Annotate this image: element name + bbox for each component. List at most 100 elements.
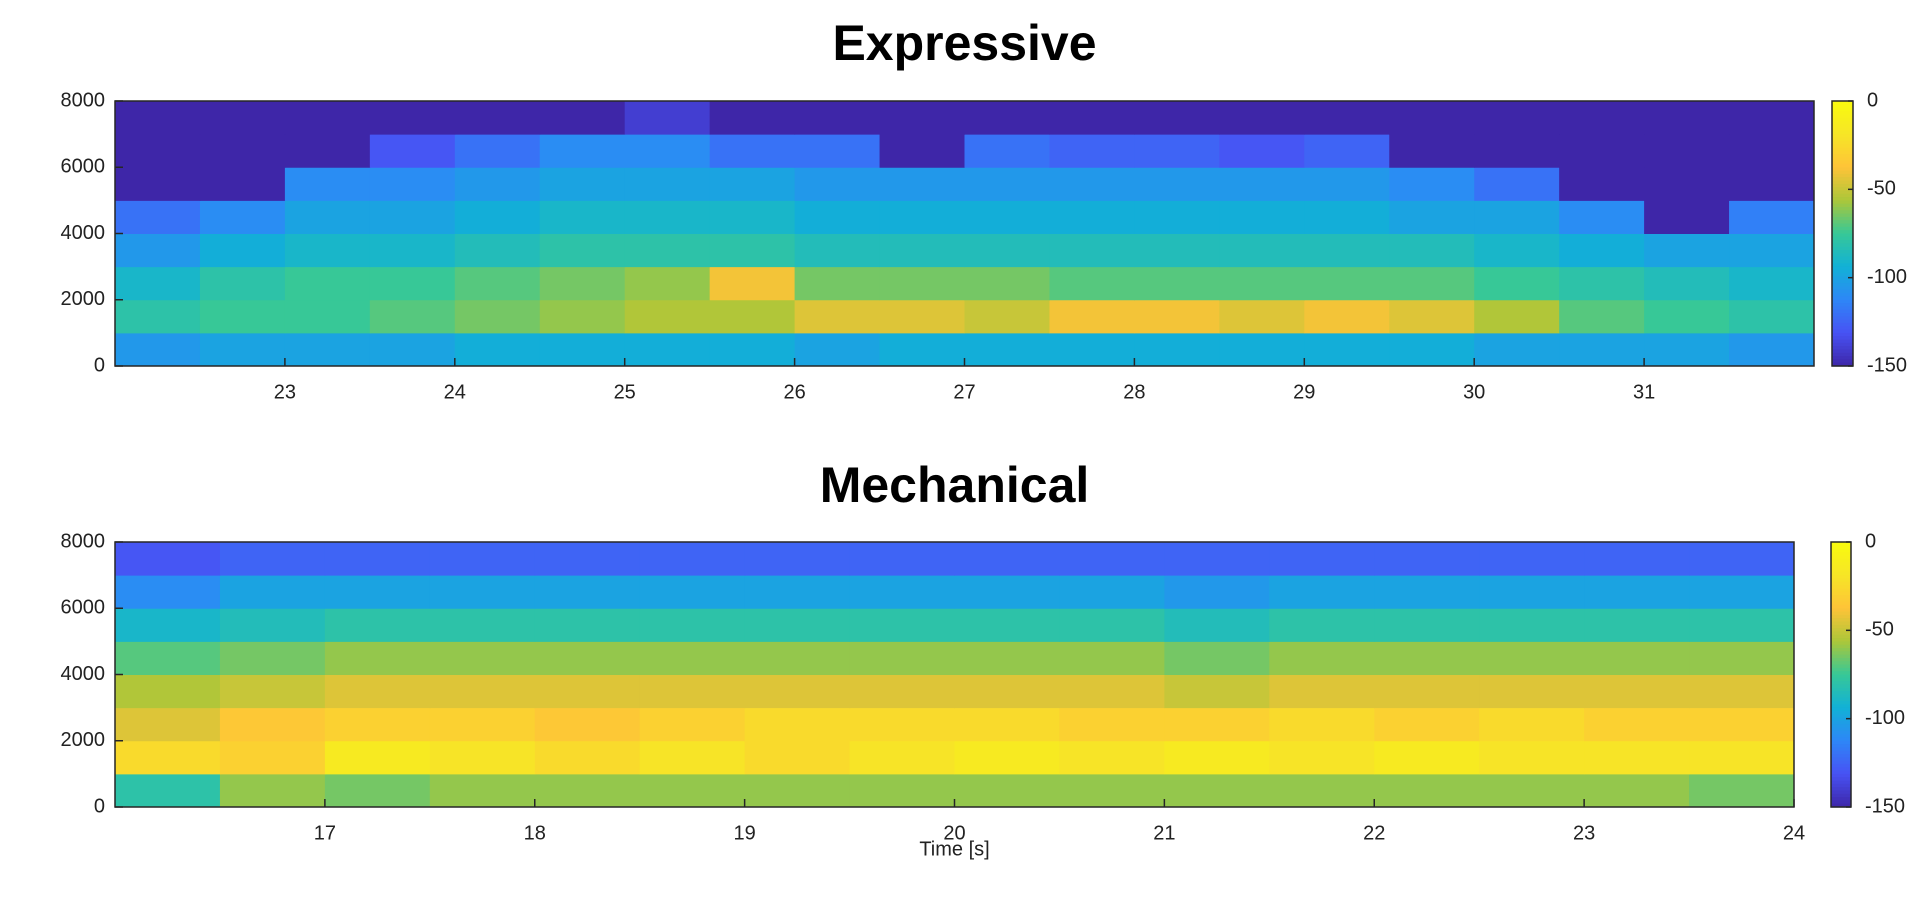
heatmap-cell bbox=[284, 101, 371, 135]
heatmap-cell bbox=[1689, 740, 1795, 775]
heatmap-cell bbox=[1474, 134, 1560, 168]
heatmap-cell bbox=[879, 101, 965, 135]
heatmap-cell bbox=[1049, 299, 1135, 334]
heatmap-cell bbox=[1269, 707, 1375, 742]
y-tick-label: 0 bbox=[94, 354, 105, 376]
heatmap-cell bbox=[115, 608, 221, 642]
colorbar-swatch bbox=[1832, 193, 1853, 198]
colorbar-swatch bbox=[1831, 545, 1851, 550]
heatmap-cell bbox=[1389, 134, 1475, 168]
heatmap-cell bbox=[219, 773, 326, 808]
colorbar-swatch bbox=[1831, 581, 1851, 586]
heatmap-cell bbox=[1644, 233, 1730, 268]
colorbar-tick-label: -100 bbox=[1867, 266, 1907, 288]
heatmap-cell bbox=[539, 200, 626, 234]
colorbar-swatch bbox=[1832, 352, 1853, 357]
colorbar-swatch bbox=[1832, 190, 1853, 195]
heatmap-cell bbox=[534, 740, 641, 775]
heatmap-cell bbox=[1164, 641, 1270, 675]
heatmap-cell bbox=[744, 707, 851, 742]
heatmap-cell bbox=[794, 332, 881, 367]
colorbar-swatch bbox=[1832, 210, 1853, 215]
colorbar-swatch bbox=[1832, 160, 1853, 165]
colorbar-swatch bbox=[1831, 638, 1851, 642]
colorbar-swatch bbox=[1831, 674, 1851, 679]
y-tick-label: 0 bbox=[94, 795, 105, 817]
heatmap-cell bbox=[534, 641, 641, 675]
heatmap-cell bbox=[454, 233, 541, 268]
heatmap-cell bbox=[1474, 101, 1560, 135]
heatmap-cell bbox=[1644, 167, 1730, 201]
heatmap-cell bbox=[1644, 266, 1730, 301]
heatmap-cell bbox=[199, 233, 286, 268]
heatmap-cell bbox=[1134, 200, 1220, 234]
colorbar-swatch bbox=[1831, 701, 1851, 705]
heatmap-cell bbox=[624, 332, 711, 367]
heatmap-cell bbox=[954, 740, 1060, 775]
colorbar-swatch bbox=[1831, 717, 1851, 722]
heatmap-cell bbox=[1644, 134, 1730, 168]
heatmap-cell bbox=[1389, 299, 1475, 334]
heatmap-cell bbox=[115, 233, 201, 268]
colorbar-swatch bbox=[1832, 236, 1853, 241]
colorbar-swatch bbox=[1832, 120, 1853, 125]
heatmap-cell bbox=[1374, 740, 1480, 775]
x-tick-label: 19 bbox=[734, 822, 756, 844]
heatmap-cell bbox=[219, 608, 326, 642]
heatmap-cell bbox=[1134, 233, 1220, 268]
colorbar-swatch bbox=[1831, 763, 1851, 768]
heatmap-cell bbox=[879, 167, 965, 201]
colorbar-tick-label: -150 bbox=[1865, 795, 1905, 817]
colorbar-swatch bbox=[1831, 750, 1851, 755]
heatmap-cell bbox=[1049, 101, 1135, 135]
heatmap-cell bbox=[954, 641, 1060, 675]
colorbar-swatch bbox=[1831, 654, 1851, 659]
colorbar-swatch bbox=[1831, 757, 1851, 762]
heatmap-cell bbox=[539, 299, 626, 334]
heatmap-cell bbox=[954, 674, 1060, 709]
heatmap-cell bbox=[115, 707, 221, 742]
heatmap-cell bbox=[639, 707, 746, 742]
heatmap-cell bbox=[794, 101, 881, 135]
heatmap-cell bbox=[1479, 773, 1585, 808]
heatmap-cell bbox=[1559, 134, 1645, 168]
colorbar-swatch bbox=[1831, 707, 1851, 712]
colorbar-swatch bbox=[1832, 147, 1853, 152]
colorbar-swatch bbox=[1832, 349, 1853, 354]
heatmap-cell bbox=[1219, 233, 1305, 268]
colorbar-swatch bbox=[1832, 346, 1853, 351]
heatmap-cell bbox=[284, 233, 371, 268]
heatmap-cell bbox=[1474, 332, 1560, 367]
colorbar-swatch bbox=[1832, 130, 1853, 135]
colorbar-swatch bbox=[1831, 773, 1851, 778]
y-tick-label: 8000 bbox=[61, 89, 106, 111]
heatmap-cell bbox=[1164, 773, 1270, 808]
colorbar-swatch bbox=[1831, 734, 1851, 739]
heatmap-cell bbox=[115, 542, 221, 576]
heatmap-cell bbox=[1644, 332, 1730, 367]
heatmap-cell bbox=[639, 608, 746, 642]
heatmap-cell bbox=[1479, 740, 1585, 775]
heatmap-cell bbox=[1374, 641, 1480, 675]
colorbar-swatch bbox=[1831, 724, 1851, 729]
heatmap-cell bbox=[1479, 641, 1585, 675]
heatmap-cell bbox=[709, 332, 796, 367]
heatmap-cell bbox=[1269, 674, 1375, 709]
colorbar-swatch bbox=[1832, 260, 1853, 264]
heatmap-cell bbox=[1374, 674, 1480, 709]
heatmap-cell bbox=[1219, 332, 1305, 367]
colorbar-swatch bbox=[1831, 677, 1851, 682]
heatmap-cell bbox=[639, 740, 746, 775]
heatmap-cell bbox=[849, 641, 955, 675]
colorbar-swatch bbox=[1832, 140, 1853, 145]
colorbar-swatch bbox=[1831, 558, 1851, 563]
colorbar-swatch bbox=[1832, 313, 1853, 317]
heatmap-cell bbox=[879, 332, 965, 367]
heatmap-cell bbox=[115, 332, 201, 367]
colorbar-swatch bbox=[1831, 737, 1851, 742]
heatmap-cell bbox=[1049, 332, 1135, 367]
heatmap-cell bbox=[879, 134, 965, 168]
colorbar-swatch bbox=[1831, 727, 1851, 732]
heatmap-cell bbox=[1134, 299, 1220, 334]
